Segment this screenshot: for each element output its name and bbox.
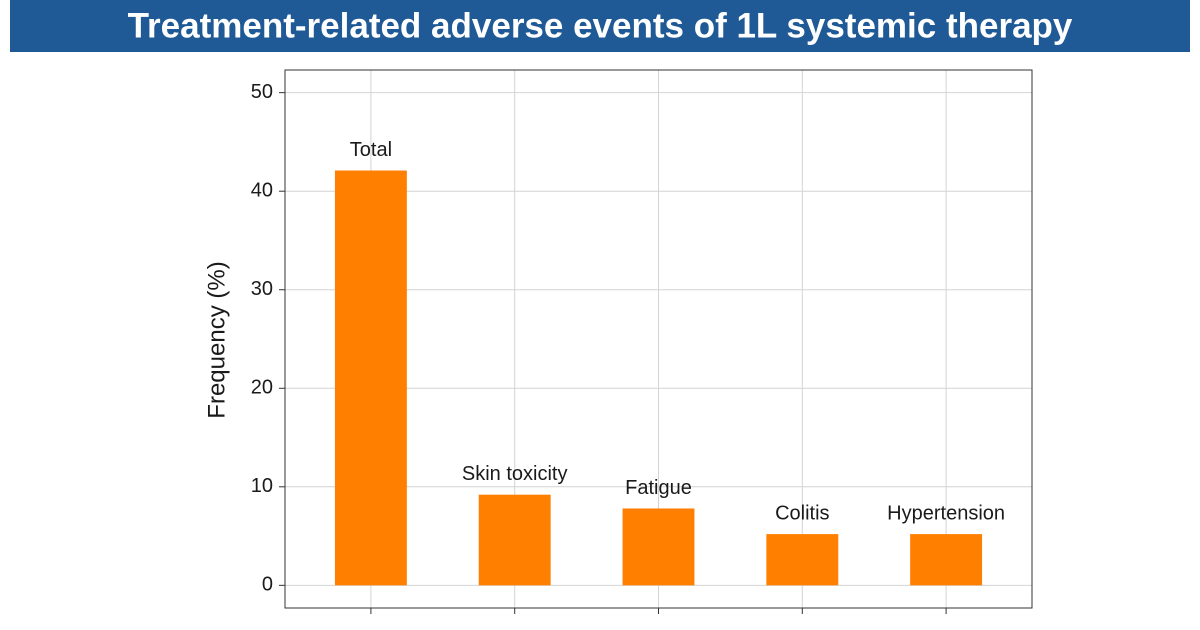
bar [334, 170, 407, 586]
y-tick-label: 0 [262, 574, 273, 596]
plot-frame [284, 69, 1033, 609]
bar [478, 494, 551, 586]
y-tick-label: 10 [251, 475, 273, 497]
bar [622, 508, 695, 586]
title-banner [10, 0, 1190, 52]
bar [766, 534, 839, 586]
y-tick-label: 20 [251, 377, 273, 399]
bar-label: Colitis [775, 502, 829, 524]
bar-label: Hypertension [887, 502, 1005, 524]
bar-label: Skin toxicity [462, 463, 568, 485]
bar-label: Total [350, 139, 392, 161]
chart-title: Treatment-related adverse events of 1L s… [128, 6, 1073, 45]
bar [910, 534, 983, 586]
bar-label: Fatigue [625, 477, 692, 499]
y-tick-label: 30 [251, 278, 273, 300]
y-tick-label: 50 [251, 81, 273, 103]
y-tick-label: 40 [251, 179, 273, 201]
y-axis-label: Frequency (%) [203, 261, 230, 418]
